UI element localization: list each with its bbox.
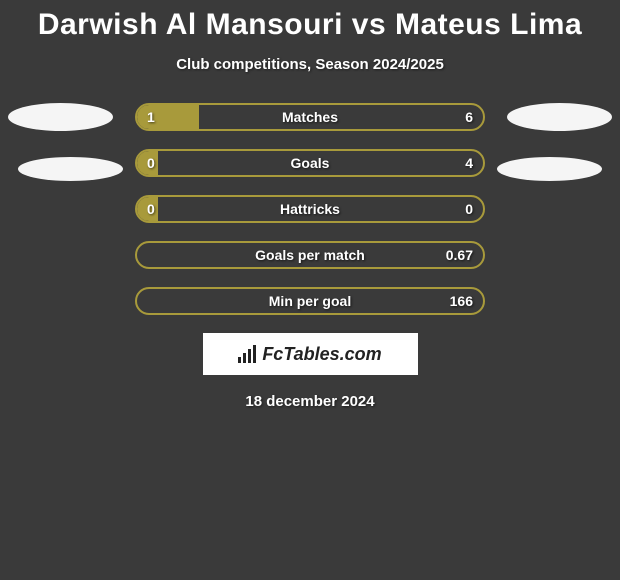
comparison-container: Darwish Al Mansouri vs Mateus Lima Club … — [0, 0, 620, 410]
stat-label: Hattricks — [137, 197, 483, 221]
stat-label: Min per goal — [137, 289, 483, 313]
stat-right-value: 4 — [465, 151, 473, 175]
stat-label: Goals — [137, 151, 483, 175]
subtitle: Club competitions, Season 2024/2025 — [0, 56, 620, 73]
player-photo-right-1 — [507, 103, 612, 131]
stats-area: 1Matches60Goals40Hattricks0Goals per mat… — [0, 103, 620, 315]
stat-row: 1Matches6 — [135, 103, 485, 131]
stat-right-value: 166 — [450, 289, 473, 313]
date-line: 18 december 2024 — [0, 393, 620, 410]
stat-label: Matches — [137, 105, 483, 129]
stat-row: 0Goals4 — [135, 149, 485, 177]
fctables-logo[interactable]: FcTables.com — [203, 333, 418, 375]
stat-right-value: 0 — [465, 197, 473, 221]
stat-label: Goals per match — [137, 243, 483, 267]
player-photo-right-2 — [497, 157, 602, 181]
stat-row: 0Hattricks0 — [135, 195, 485, 223]
stat-right-value: 0.67 — [446, 243, 473, 267]
player-photo-left-1 — [8, 103, 113, 131]
bar-chart-icon — [238, 345, 258, 363]
logo-text: FcTables.com — [262, 344, 381, 365]
player-photo-left-2 — [18, 157, 123, 181]
stat-rows: 1Matches60Goals40Hattricks0Goals per mat… — [135, 103, 485, 315]
stat-right-value: 6 — [465, 105, 473, 129]
page-title: Darwish Al Mansouri vs Mateus Lima — [0, 0, 620, 42]
stat-row: Goals per match0.67 — [135, 241, 485, 269]
stat-row: Min per goal166 — [135, 287, 485, 315]
